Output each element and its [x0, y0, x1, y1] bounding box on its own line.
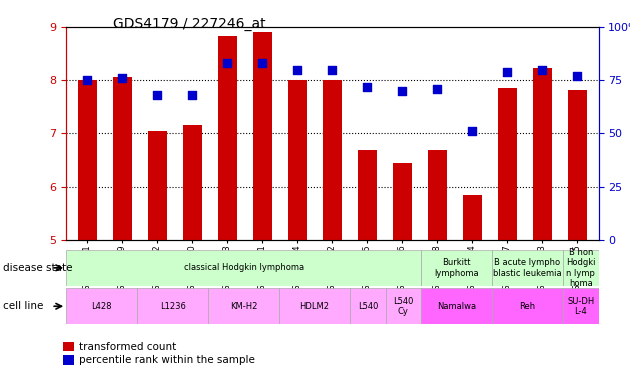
Bar [568, 90, 587, 240]
Bar [217, 36, 237, 240]
Point [467, 128, 478, 134]
Text: KM-H2: KM-H2 [230, 302, 257, 311]
Text: SU-DH
L-4: SU-DH L-4 [567, 296, 594, 316]
Bar [208, 288, 279, 324]
Text: disease state: disease state [3, 263, 72, 273]
Point [328, 66, 338, 73]
Text: B acute lympho
blastic leukemia: B acute lympho blastic leukemia [493, 258, 562, 278]
Bar [66, 250, 421, 286]
Bar [113, 78, 132, 240]
Bar [183, 126, 202, 240]
Point [257, 60, 267, 66]
Bar [492, 250, 563, 286]
Point [432, 86, 442, 92]
Text: HDLM2: HDLM2 [300, 302, 329, 311]
Bar [498, 88, 517, 240]
Bar [288, 80, 307, 240]
Point [398, 88, 408, 94]
Bar [77, 80, 97, 240]
Bar [279, 288, 350, 324]
Text: L540: L540 [358, 302, 378, 311]
Bar [137, 288, 208, 324]
Text: L428: L428 [91, 302, 112, 311]
Point [292, 66, 302, 73]
Text: classical Hodgkin lymphoma: classical Hodgkin lymphoma [183, 263, 304, 272]
Text: Namalwa: Namalwa [437, 302, 476, 311]
Text: L540
Cy: L540 Cy [393, 296, 413, 316]
Bar [358, 151, 377, 240]
Text: Reh: Reh [520, 302, 536, 311]
Text: percentile rank within the sample: percentile rank within the sample [79, 355, 255, 365]
Text: GDS4179 / 227246_at: GDS4179 / 227246_at [113, 17, 265, 31]
Point [537, 66, 547, 73]
Bar [492, 288, 563, 324]
Bar [147, 131, 167, 240]
Bar [421, 288, 492, 324]
Point [82, 77, 92, 83]
Bar [386, 288, 421, 324]
Bar [253, 32, 272, 240]
Point [362, 83, 372, 89]
Text: B non
Hodgki
n lymp
homa: B non Hodgki n lymp homa [566, 248, 595, 288]
Bar [533, 68, 552, 240]
Bar [428, 151, 447, 240]
Point [152, 92, 163, 98]
Bar [66, 288, 137, 324]
Point [573, 73, 583, 79]
Bar [563, 250, 598, 286]
Bar [563, 288, 598, 324]
Text: transformed count: transformed count [79, 342, 176, 352]
Text: L1236: L1236 [159, 302, 186, 311]
Point [187, 92, 197, 98]
Bar [350, 288, 386, 324]
Bar [323, 80, 342, 240]
Bar [392, 163, 412, 240]
Bar [63, 355, 74, 365]
Text: Burkitt
lymphoma: Burkitt lymphoma [434, 258, 479, 278]
Point [117, 75, 127, 81]
Point [502, 69, 512, 75]
Point [222, 60, 232, 66]
Text: cell line: cell line [3, 301, 43, 311]
Bar [463, 195, 482, 240]
Bar [421, 250, 492, 286]
Bar [63, 342, 74, 351]
